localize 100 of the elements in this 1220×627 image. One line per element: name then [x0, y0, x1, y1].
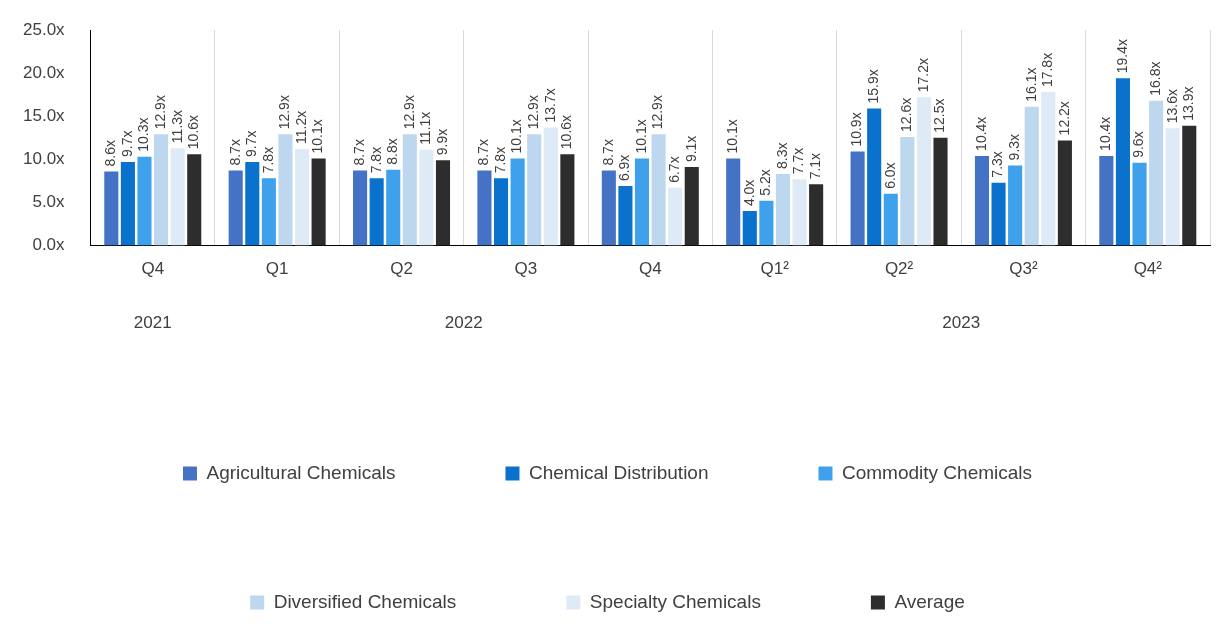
bar — [1057, 140, 1072, 246]
data-label: 12.9x — [400, 95, 417, 130]
data-label: 16.1x — [1022, 67, 1039, 102]
bar — [850, 151, 865, 246]
bar — [154, 134, 169, 246]
bar — [435, 160, 451, 246]
bar — [261, 178, 276, 246]
data-label: 9.7x — [243, 130, 260, 157]
bar — [170, 148, 185, 246]
bar — [916, 97, 931, 246]
bar — [726, 158, 741, 246]
bar — [668, 187, 683, 246]
text: 2021 — [133, 313, 172, 333]
bar — [527, 134, 542, 246]
data-label: 7.1x — [806, 152, 823, 180]
data-label: 10.1x — [309, 119, 326, 154]
bar — [245, 161, 260, 246]
data-label: 7.8x — [491, 146, 508, 174]
data-label: 8.7x — [350, 139, 367, 166]
data-label: 10.4x — [1097, 116, 1114, 151]
data-label: 9.1x — [682, 135, 699, 163]
bar — [228, 170, 243, 246]
data-label: 13.6x — [1163, 89, 1180, 124]
bar — [1008, 165, 1023, 246]
bar — [369, 178, 384, 246]
bar — [618, 186, 633, 246]
bar — [867, 108, 882, 246]
data-label: 17.2x — [914, 58, 931, 93]
bar — [809, 184, 824, 246]
bar — [1115, 78, 1130, 246]
bar — [278, 134, 293, 246]
data-label: 12.2x — [1055, 101, 1072, 136]
data-label: 13.9x — [1180, 86, 1197, 121]
bar — [775, 174, 791, 246]
bar — [419, 149, 434, 246]
data-label: 8.8x — [384, 138, 401, 165]
data-label: 8.7x — [599, 139, 616, 166]
data-label: 11.1x — [417, 111, 434, 145]
data-label: 12.9x — [276, 95, 293, 130]
data-label: 12.9x — [649, 95, 666, 130]
y-tick-label: 0.0x — [32, 235, 66, 255]
bar — [601, 170, 616, 246]
y-tick-label: 15.0x — [22, 105, 66, 125]
data-label: 8.6x — [102, 139, 119, 167]
text: 2022 — [444, 313, 483, 333]
bar — [684, 167, 699, 246]
data-label: 5.2x — [757, 169, 774, 196]
x-tick-label: Q3 — [514, 259, 538, 279]
legend-label: Diversified Chemicals — [273, 590, 457, 612]
bar — [1041, 92, 1056, 246]
legend-label: Agricultural Chemicals — [206, 461, 396, 483]
bar — [187, 154, 202, 246]
x-tick-label: Q1² — [760, 259, 790, 279]
legend-label: Chemical Distribution — [528, 461, 709, 483]
bar — [933, 137, 948, 246]
x-tick-label: Q4 — [141, 259, 165, 279]
bar — [634, 158, 650, 246]
bar — [1132, 162, 1147, 246]
data-label: 6.0x — [881, 162, 898, 189]
x-tick-label: Q4 — [638, 259, 662, 279]
x-tick-label: Q2 — [390, 259, 413, 279]
data-label: 6.9x — [616, 154, 633, 182]
bar — [1149, 100, 1164, 246]
data-label: 15.9x — [865, 69, 882, 104]
data-label: 7.3x — [989, 151, 1006, 178]
bar — [294, 149, 310, 246]
data-label: 12.9x — [151, 95, 168, 130]
data-label: 16.8x — [1146, 61, 1163, 96]
legend-label: Specialty Chemicals — [589, 590, 761, 612]
bar — [1165, 128, 1180, 246]
bar — [759, 200, 774, 246]
bar — [353, 170, 368, 246]
bar — [1024, 106, 1039, 246]
x-tick-label: Q3² — [1009, 259, 1038, 279]
data-label: 11.2x — [292, 110, 309, 145]
data-label: 19.4x — [1113, 39, 1130, 74]
bar — [900, 136, 915, 246]
data-label: 8.7x — [475, 139, 492, 166]
bar — [104, 171, 119, 246]
text: 2023 — [942, 313, 981, 333]
data-label: 10.1x — [508, 119, 525, 154]
bar — [991, 182, 1006, 246]
bar — [386, 169, 401, 246]
data-label: 11.3x — [168, 109, 185, 144]
bar — [311, 158, 326, 246]
data-label: 10.3x — [135, 117, 152, 152]
legend-label: Average — [894, 590, 965, 612]
data-label: 12.9x — [525, 95, 542, 130]
data-label: 10.1x — [724, 119, 741, 154]
data-label: 12.5x — [931, 98, 948, 133]
bar — [120, 161, 135, 246]
data-label: 13.7x — [541, 88, 558, 123]
y-tick-label: 25.0x — [22, 19, 66, 39]
data-label: 10.1x — [632, 119, 649, 154]
bar — [974, 155, 990, 246]
y-tick-label: 5.0x — [32, 192, 66, 212]
data-label: 17.8x — [1039, 52, 1056, 88]
x-tick-label: Q4² — [1133, 259, 1163, 279]
data-label: 9.3x — [1006, 133, 1022, 161]
y-tick-label: 10.0x — [22, 149, 66, 169]
